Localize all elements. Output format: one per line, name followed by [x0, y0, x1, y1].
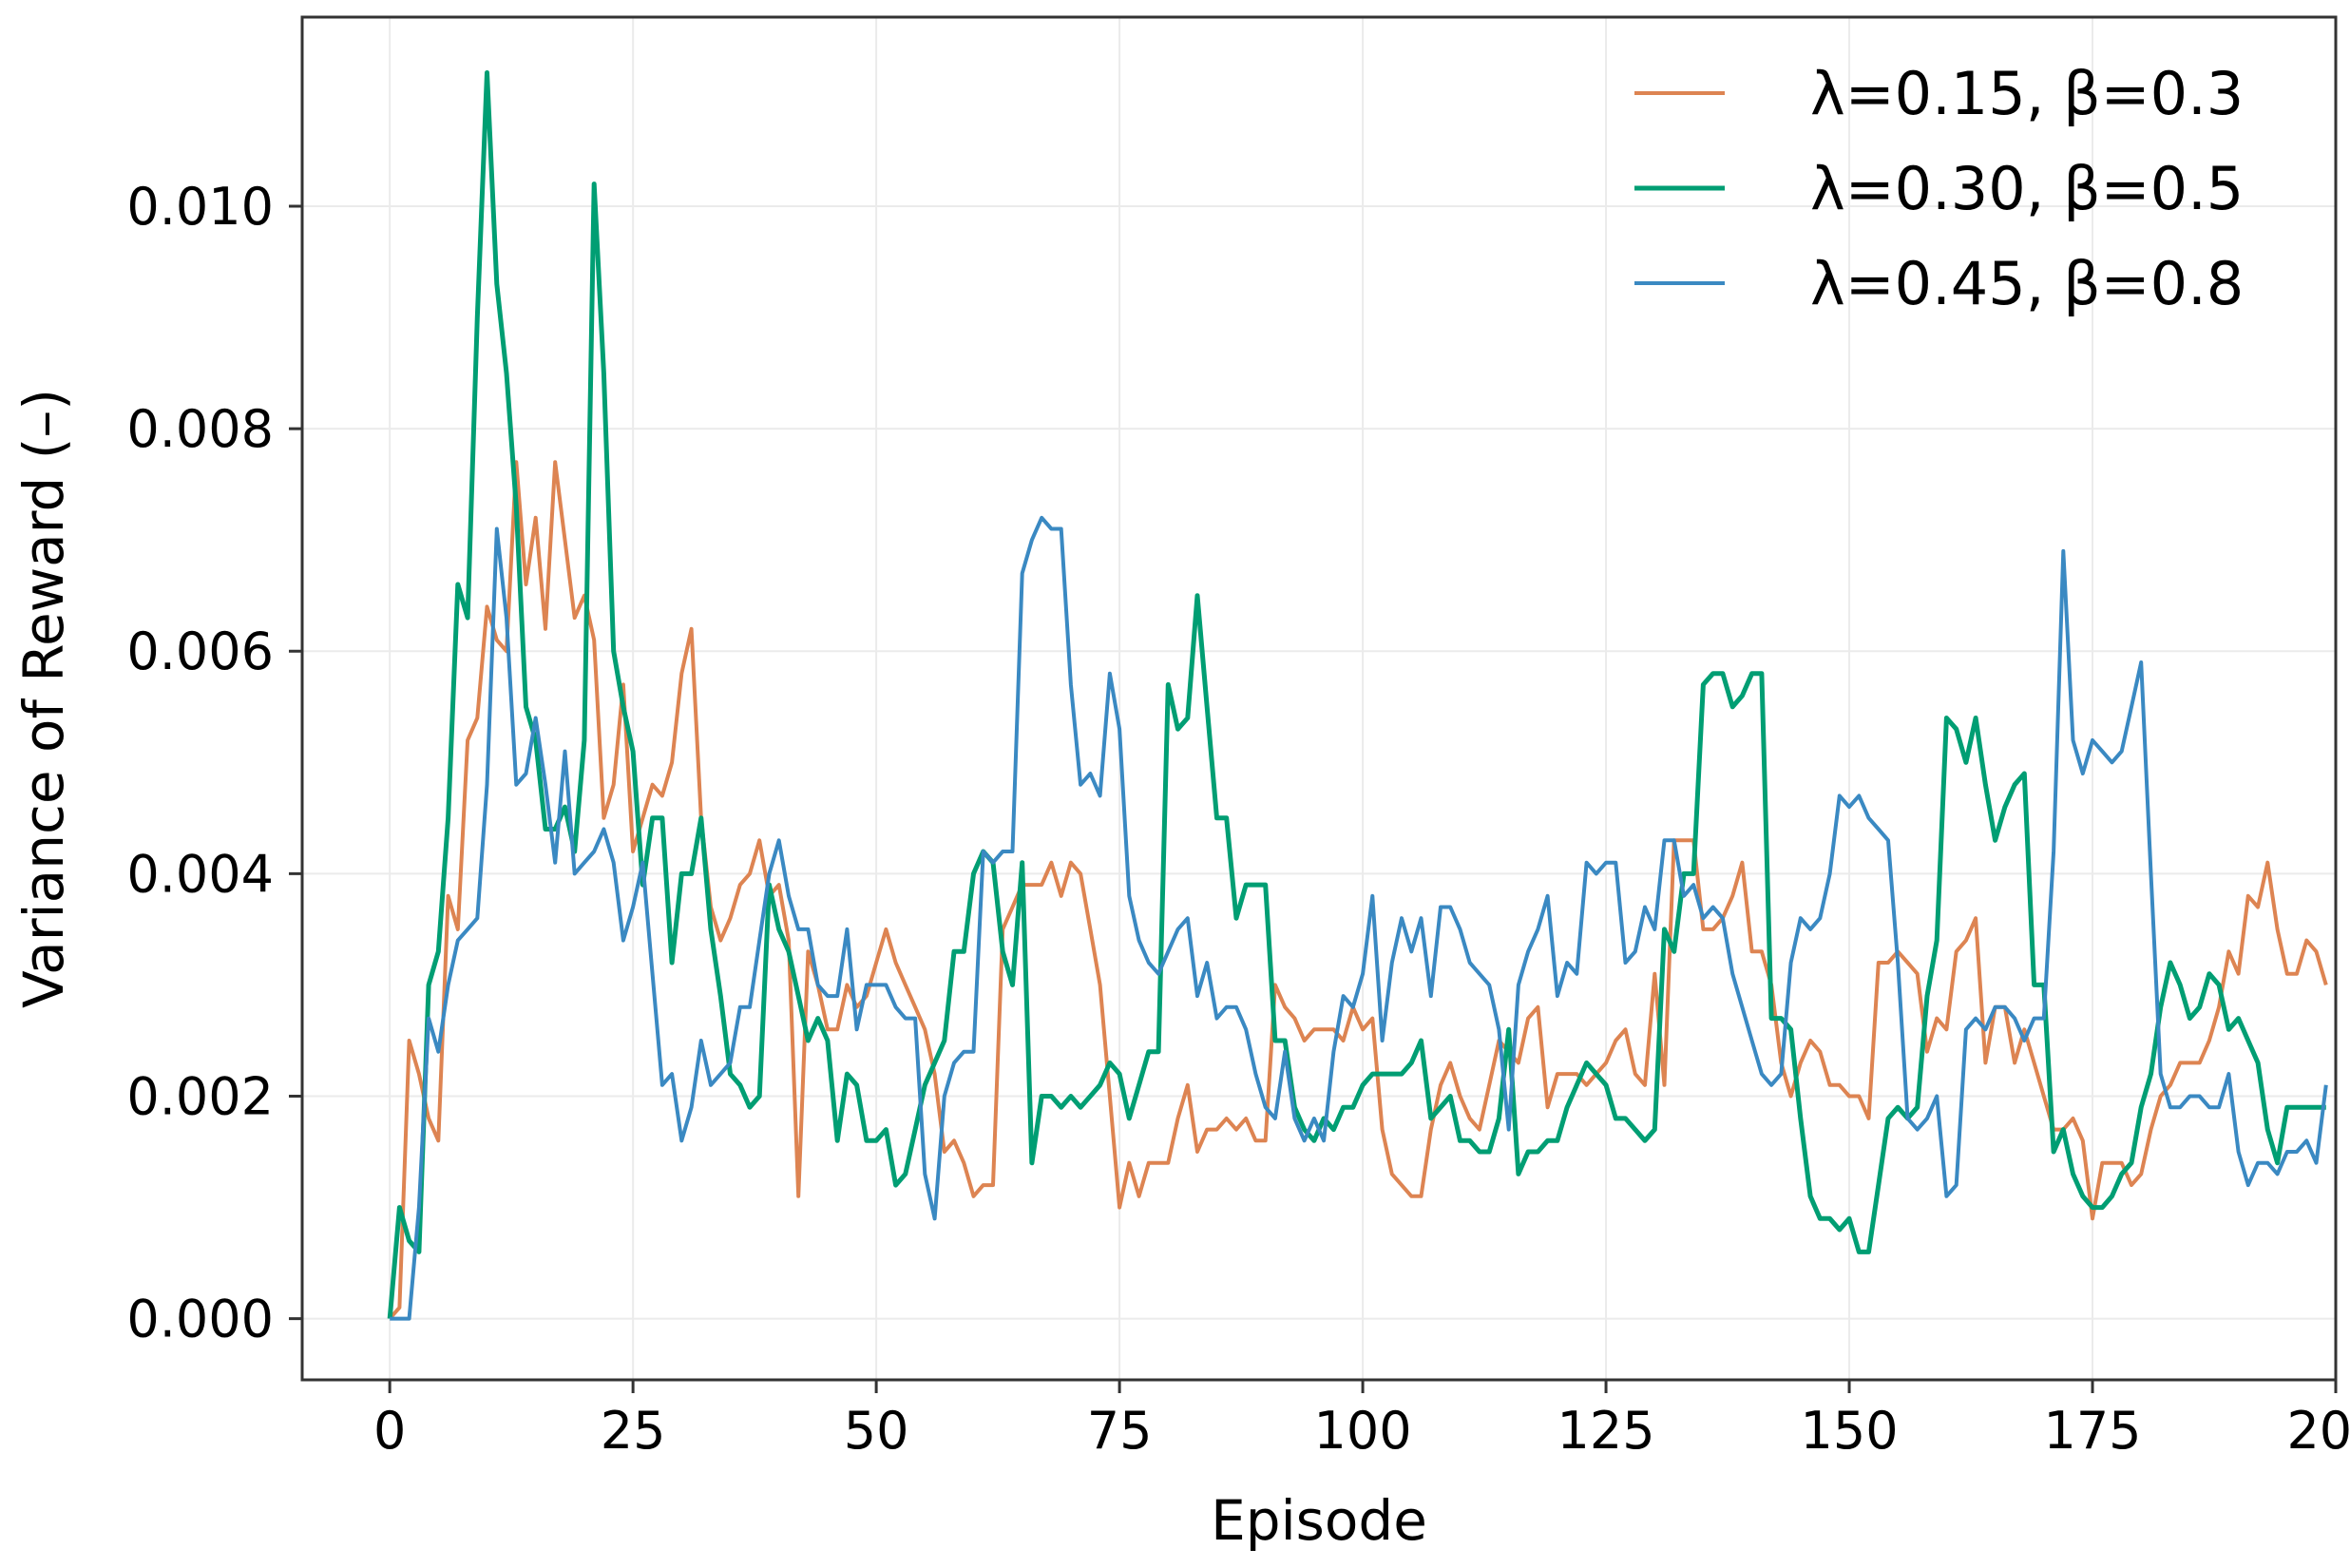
y-tick-label: 0.010 — [126, 177, 274, 237]
x-tick-label: 200 — [2286, 1401, 2350, 1461]
legend-label-3: λ=0.45, β=0.8 — [1810, 249, 2244, 318]
x-tick-label: 125 — [1557, 1401, 1655, 1461]
x-tick-label: 175 — [2043, 1401, 2141, 1461]
x-tick-label: 0 — [373, 1401, 406, 1461]
y-tick-label: 0.002 — [126, 1066, 274, 1126]
x-axis-title: Episode — [1211, 1488, 1427, 1553]
x-tick-label: 150 — [1800, 1401, 1898, 1461]
legend-label-1: λ=0.15, β=0.3 — [1810, 59, 2244, 128]
x-tick-label: 50 — [844, 1401, 909, 1461]
y-tick-label: 0.008 — [126, 399, 274, 459]
legend-label-2: λ=0.30, β=0.5 — [1810, 154, 2244, 223]
y-tick-label: 0.000 — [126, 1290, 274, 1349]
y-tick-label: 0.004 — [126, 844, 274, 904]
x-tick-label: 75 — [1087, 1401, 1153, 1461]
y-axis-title: Variance of Reward (–) — [11, 389, 76, 1008]
x-tick-label: 100 — [1314, 1401, 1412, 1461]
x-tick-label: 25 — [601, 1401, 666, 1461]
y-tick-label: 0.006 — [126, 621, 274, 681]
